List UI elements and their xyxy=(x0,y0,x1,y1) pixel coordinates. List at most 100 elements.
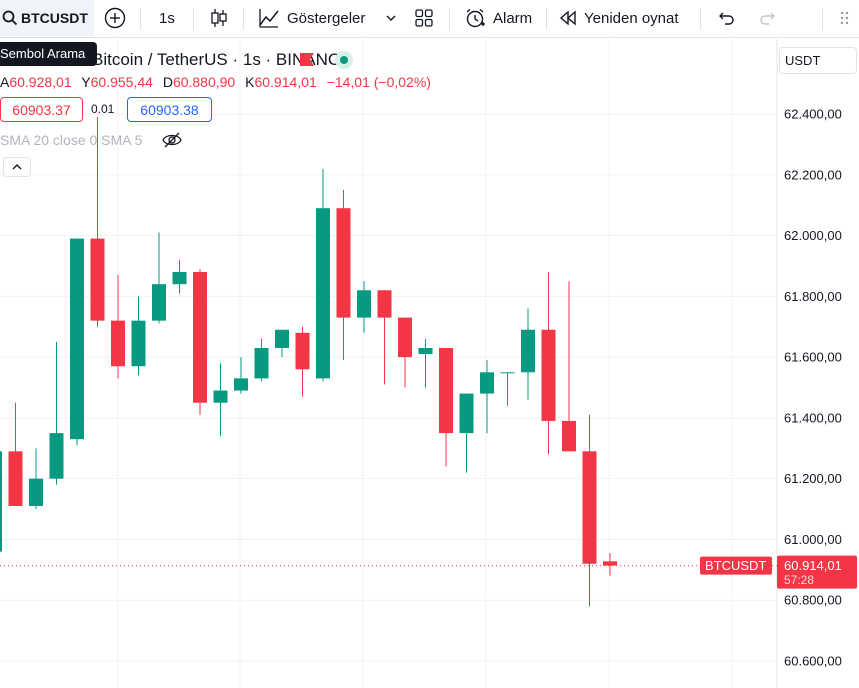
last-price-tag-background xyxy=(777,555,857,589)
legend-title[interactable]: Bitcoin / TetherUS · 1s · BINANCE xyxy=(92,50,352,69)
candle xyxy=(357,281,371,333)
candle-body xyxy=(234,378,248,391)
candle xyxy=(398,317,412,388)
candle xyxy=(562,281,576,452)
collapse-legend-button[interactable] xyxy=(3,157,31,177)
candle xyxy=(234,357,248,394)
alert-button[interactable]: Alarm xyxy=(464,0,532,36)
candle-body xyxy=(500,372,515,374)
redo-button[interactable] xyxy=(758,0,778,36)
indicators-button[interactable]: Göstergeler xyxy=(258,0,365,36)
candle xyxy=(152,232,166,324)
candle-body xyxy=(562,420,576,452)
open-label: A xyxy=(0,74,10,90)
candle xyxy=(172,259,187,294)
last-price-label: 60.914,01 xyxy=(784,558,842,573)
y-tick-label: 61.800,00 xyxy=(784,289,842,304)
sell-button[interactable]: 60903.37 xyxy=(0,97,83,122)
y-tick-label: 62.000,00 xyxy=(784,228,842,243)
candle xyxy=(500,372,515,406)
symbol-search-tooltip: Sembol Arama xyxy=(0,42,98,66)
market-status-dot xyxy=(340,56,348,64)
market-status-icon[interactable] xyxy=(335,51,353,69)
indicator-legend[interactable]: SMA 20 close 0 SMA 5 xyxy=(0,132,143,148)
symbol-tag-label: BTCUSDT xyxy=(705,558,766,573)
toolbar-divider xyxy=(700,8,701,30)
candle-body xyxy=(357,290,371,318)
y-tick-label: 62.400,00 xyxy=(784,107,842,122)
chart-type-button[interactable] xyxy=(208,0,230,36)
y-tick-label: 61.200,00 xyxy=(784,471,842,486)
replay-label: Yeniden oynat xyxy=(584,9,679,27)
last-price-tag: 60.914,01 57:28 xyxy=(777,555,857,589)
flag-icon[interactable] xyxy=(300,53,314,71)
eye-crossed-icon[interactable] xyxy=(162,131,182,154)
toolbar-drag-handle[interactable] xyxy=(840,0,850,36)
indicators-icon xyxy=(258,7,280,29)
candle xyxy=(90,117,105,327)
toolbar-divider xyxy=(546,8,547,30)
candle-body xyxy=(254,347,269,379)
replay-button[interactable]: Yeniden oynat xyxy=(558,0,679,36)
candle xyxy=(49,341,64,485)
candle-body xyxy=(213,390,228,403)
candle xyxy=(213,363,228,437)
toolbar-divider xyxy=(140,8,141,30)
candle xyxy=(480,360,494,434)
candle-body xyxy=(131,320,146,367)
y-tick-label: 61.600,00 xyxy=(784,350,842,365)
candle-body xyxy=(152,284,166,321)
candle xyxy=(603,552,617,576)
top-toolbar: BTCUSDT 1s Göstergeler xyxy=(0,0,859,38)
sell-price: 60903.37 xyxy=(12,101,71,118)
plus-circle-icon xyxy=(104,7,126,29)
high-value: 60.955,44 xyxy=(90,74,153,90)
indicators-dropdown[interactable] xyxy=(385,0,397,36)
candle xyxy=(254,338,269,382)
y-tick-label: 60.800,00 xyxy=(784,593,842,608)
candle-body xyxy=(275,329,289,348)
symbol-label: BTCUSDT xyxy=(21,10,88,26)
ohlc-values: A60.928,01 Y60.955,44 D60.880,90 K60.914… xyxy=(0,74,437,90)
candle-body xyxy=(49,433,64,479)
candle xyxy=(316,168,330,382)
candle xyxy=(295,326,310,397)
candle xyxy=(29,448,43,510)
alarm-clock-icon xyxy=(464,7,486,29)
y-tick-label: 61.000,00 xyxy=(784,532,842,547)
candle-body xyxy=(582,451,597,564)
candle-body xyxy=(480,372,494,394)
redo-icon xyxy=(758,8,778,28)
candle xyxy=(70,238,84,446)
candle xyxy=(131,296,146,376)
candle-body xyxy=(316,208,330,379)
drag-handle-icon xyxy=(840,10,850,26)
replay-icon xyxy=(558,8,578,28)
candle-body xyxy=(541,329,556,421)
candle xyxy=(459,393,474,473)
undo-button[interactable] xyxy=(716,0,736,36)
symbol-search-button[interactable]: BTCUSDT xyxy=(0,0,94,36)
toolbar-divider xyxy=(243,8,244,30)
templates-button[interactable] xyxy=(414,0,434,36)
currency-button[interactable]: USDT xyxy=(779,47,857,74)
candle xyxy=(111,275,125,379)
candle xyxy=(0,451,2,552)
chevron-up-icon xyxy=(12,158,22,176)
candle xyxy=(418,338,433,388)
candle-body xyxy=(70,238,84,440)
compare-button[interactable] xyxy=(104,0,126,36)
interval-button[interactable]: 1s xyxy=(159,0,175,36)
buy-button[interactable]: 60903.38 xyxy=(127,97,212,122)
candle xyxy=(439,347,453,467)
toolbar-divider xyxy=(193,8,194,30)
chart-area[interactable]: 62.400,00 62.200,00 62.000,00 61.800,00 61.6… xyxy=(0,39,859,688)
candle-body xyxy=(398,317,412,358)
price-axis[interactable]: 62.400,00 62.200,00 62.000,00 61.800,00 61.6… xyxy=(776,39,842,688)
low-label: D xyxy=(162,74,173,90)
candle-body xyxy=(418,347,433,355)
indicators-label: Göstergeler xyxy=(287,9,366,27)
candle-body xyxy=(172,272,187,285)
countdown-label: 57:28 xyxy=(784,573,814,587)
